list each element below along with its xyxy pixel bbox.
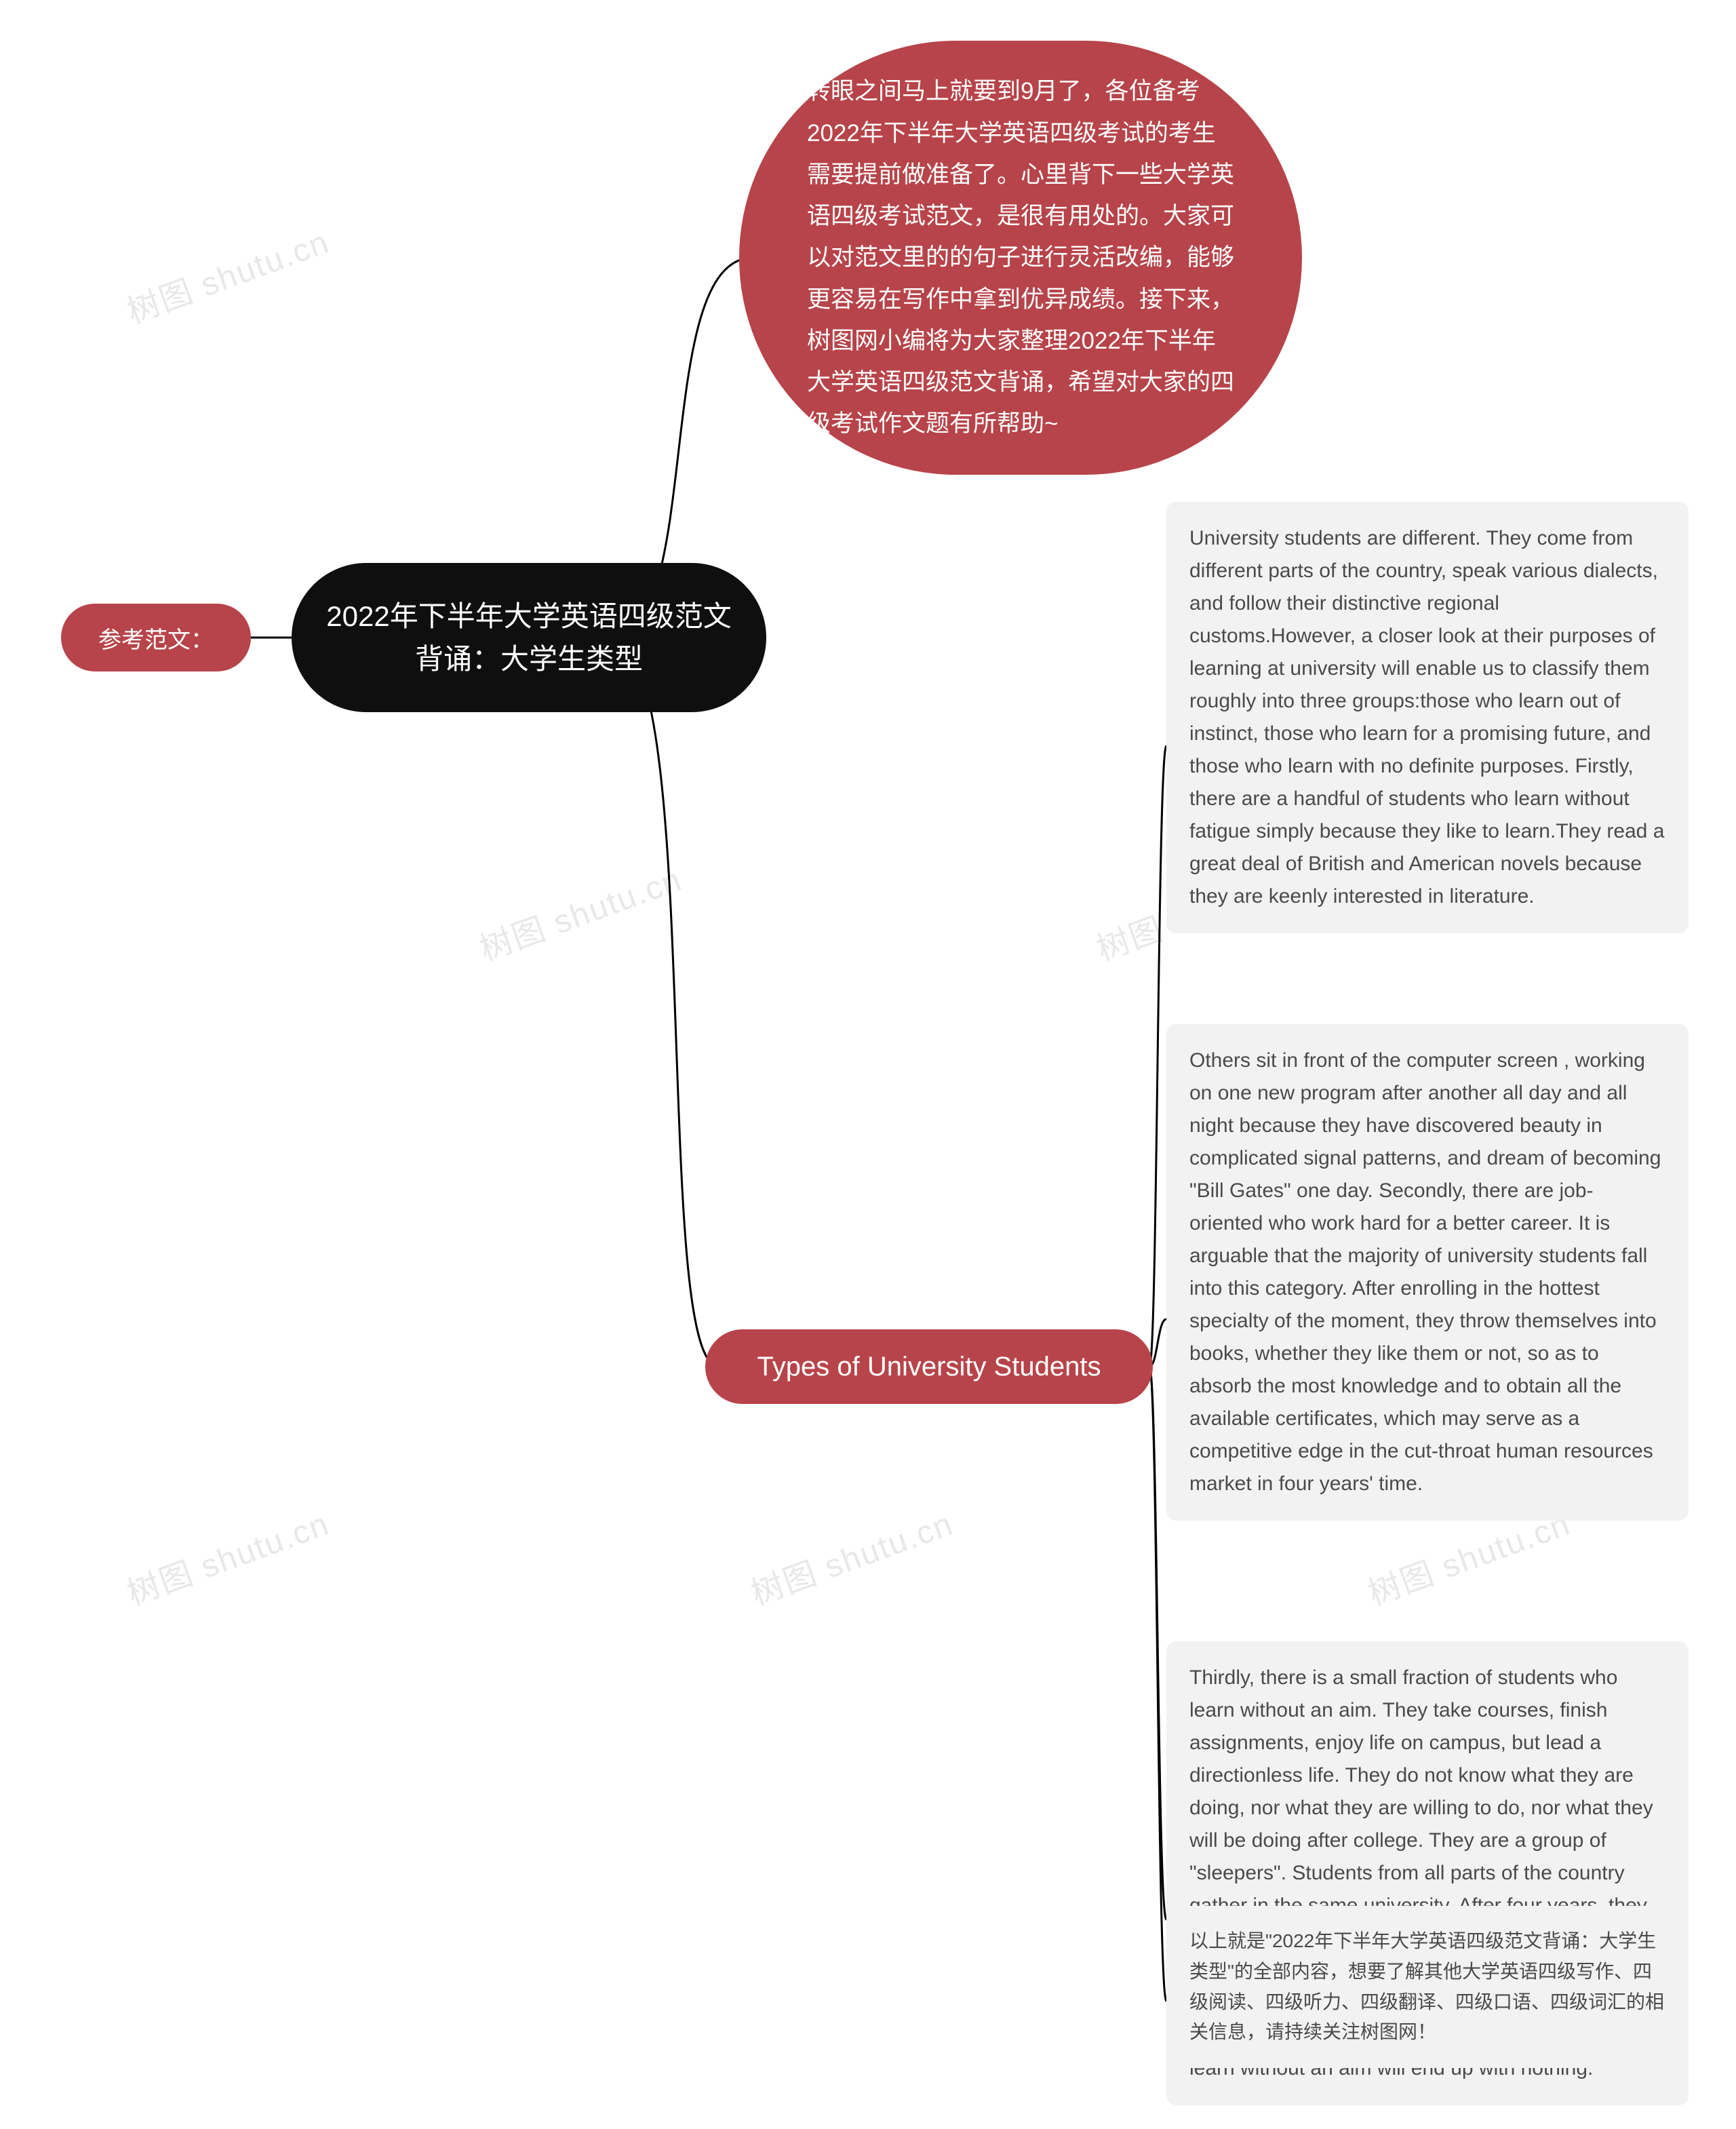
connector-left-to-center xyxy=(244,610,298,665)
leaf-paragraph-1[interactable]: University students are different. They … xyxy=(1166,502,1689,933)
watermark: 树图 shutu.cn xyxy=(119,1497,335,1614)
intro-text: 转眼之间马上就要到9月了，各位备考2022年下半年大学英语四级考试的考生需要提前… xyxy=(807,71,1234,444)
center-title-text: 2022年下半年大学英语四级范文背诵：大学生类型 xyxy=(319,595,739,680)
leaf-4-text: 以上就是"2022年下半年大学英语四级范文背诵：大学生类型"的全部内容，想要了解… xyxy=(1189,1930,1664,2042)
leaf-2-text: Others sit in front of the computer scre… xyxy=(1189,1049,1661,1495)
leaf-paragraph-2[interactable]: Others sit in front of the computer scre… xyxy=(1166,1024,1689,1521)
leaf-paragraph-4[interactable]: 以上就是"2022年下半年大学英语四级范文背诵：大学生类型"的全部内容，想要了解… xyxy=(1166,1906,1689,2068)
intro-node[interactable]: 转眼之间马上就要到9月了，各位备考2022年下半年大学英语四级考试的考生需要提前… xyxy=(739,41,1302,475)
center-title-node[interactable]: 2022年下半年大学英语四级范文背诵：大学生类型 xyxy=(292,563,766,712)
watermark: 树图 shutu.cn xyxy=(119,215,335,332)
connector-center-to-types xyxy=(610,638,787,1384)
left-reference-label: 参考范文： xyxy=(98,621,214,655)
left-reference-node[interactable]: 参考范文： xyxy=(61,604,251,671)
types-node[interactable]: Types of University Students xyxy=(705,1329,1153,1404)
watermark: 树图 shutu.cn xyxy=(743,1497,959,1614)
types-label: Types of University Students xyxy=(757,1352,1101,1382)
leaf-1-text: University students are different. They … xyxy=(1189,527,1664,907)
